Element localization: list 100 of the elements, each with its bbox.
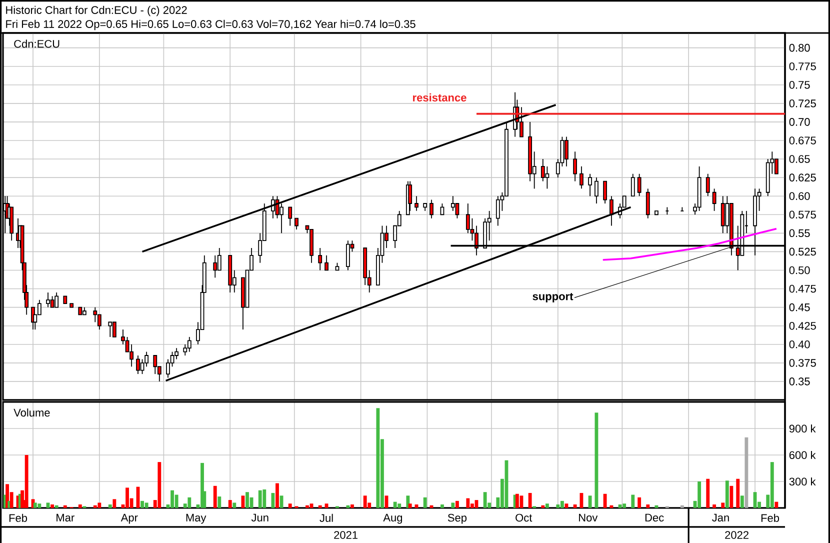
- bar: [603, 494, 607, 508]
- bar: [588, 496, 592, 508]
- bar: [350, 504, 354, 508]
- y-tick-label: 0.40: [789, 340, 810, 348]
- candlestick: [108, 322, 112, 338]
- bar: [50, 504, 54, 508]
- candlestick: [450, 196, 455, 212]
- bar: [706, 478, 710, 508]
- bar: [232, 502, 236, 508]
- bar: [545, 504, 549, 508]
- candlestick: [346, 240, 350, 271]
- candlestick: [54, 292, 59, 308]
- bar: [721, 502, 725, 508]
- candlestick: [774, 158, 778, 174]
- bar: [451, 502, 455, 508]
- x-tick-label: Nov: [579, 514, 598, 522]
- bar: [262, 489, 266, 508]
- y-tick-label: 0.80: [789, 44, 810, 52]
- bar: [564, 504, 568, 508]
- bar: [736, 478, 740, 508]
- y-tick-label: 0.625: [789, 174, 816, 182]
- candlestick: [183, 344, 188, 356]
- bar: [188, 497, 192, 508]
- y-tick-label: 300 k: [789, 477, 816, 486]
- candlestick: [414, 196, 418, 212]
- bar: [618, 504, 622, 508]
- candlestick: [93, 306, 98, 323]
- x-tick-label: Sep: [448, 514, 467, 524]
- candlestick: [140, 358, 144, 374]
- y-tick-label: 600 k: [789, 450, 816, 460]
- bar: [680, 505, 684, 508]
- candlestick: [174, 348, 178, 360]
- chart-title: Historic Chart for Cdn:ECU - (c) 2022: [6, 6, 187, 16]
- text: support: [532, 292, 574, 302]
- candlestick: [97, 314, 102, 330]
- candlestick: [588, 173, 592, 197]
- y-tick-label: 0.375: [789, 359, 816, 367]
- x-tick-label: Jul: [320, 514, 333, 522]
- text: 2022: [725, 531, 748, 539]
- bar: [698, 481, 702, 508]
- bar: [218, 496, 222, 508]
- x-tick-label: Aug: [383, 514, 402, 524]
- bar: [730, 486, 734, 508]
- bar: [33, 502, 37, 508]
- candlestick: [496, 196, 500, 226]
- candlestick: [187, 336, 192, 352]
- chart-subtitle: Fri Feb 11 2022 Op=0.65 Hi=0.65 Lo=0.63 Cl=0.63 Vol=70,162 Year hi=0.74 lo=0.35: [6, 20, 416, 30]
- x-tick-label: Oct: [516, 514, 532, 522]
- bar: [556, 504, 560, 508]
- bar: [573, 504, 577, 508]
- bar: [440, 504, 444, 508]
- y-tick-label: 0.75: [789, 80, 810, 89]
- x-tick-label: May: [186, 514, 206, 524]
- candlestick: [520, 106, 524, 138]
- y-tick-label: 0.35: [789, 378, 810, 386]
- bar: [346, 505, 350, 508]
- bar: [78, 504, 82, 508]
- bar: [541, 505, 545, 508]
- x-tick-label: Feb: [9, 514, 28, 522]
- bar: [174, 494, 178, 508]
- y-tick-label: 0.675: [789, 136, 816, 144]
- bar: [271, 492, 275, 508]
- bar: [108, 504, 112, 508]
- bar: [228, 500, 232, 508]
- bar: [466, 498, 470, 508]
- bar: [144, 502, 148, 508]
- bar: [744, 437, 748, 508]
- y-tick-label: 0.65: [789, 155, 810, 163]
- bar: [158, 462, 162, 508]
- candlestick: [280, 203, 284, 234]
- candlestick: [130, 344, 134, 368]
- bar: [770, 462, 774, 508]
- x-tick-label: Mar: [56, 514, 74, 522]
- bar: [258, 490, 262, 508]
- line-series: [602, 228, 778, 261]
- candlestick: [594, 177, 598, 204]
- bar: [398, 504, 402, 508]
- candlestick: [288, 206, 292, 226]
- bar: [560, 500, 564, 508]
- bar: [455, 500, 459, 508]
- annotation: Cdn:ECU: [14, 40, 60, 48]
- candlestick: [455, 203, 460, 219]
- y-tick-label: 900 k: [789, 424, 816, 433]
- candlestick: [294, 218, 298, 230]
- y-tick-label: 0.50: [789, 266, 810, 274]
- candlestick: [706, 173, 710, 197]
- bar: [393, 502, 397, 508]
- bar: [740, 496, 744, 508]
- candlestick: [545, 166, 550, 190]
- candlestick: [318, 248, 322, 271]
- text: 2021: [334, 531, 358, 539]
- candlestick: [646, 188, 650, 219]
- y-tick-label: 0.45: [789, 303, 810, 312]
- bar: [712, 504, 716, 508]
- bar: [93, 505, 97, 508]
- candlestick: [153, 355, 158, 374]
- candlestick: [144, 351, 149, 368]
- candlestick: [213, 254, 218, 278]
- bar: [24, 454, 28, 508]
- y-tick-label: 0.425: [789, 322, 816, 330]
